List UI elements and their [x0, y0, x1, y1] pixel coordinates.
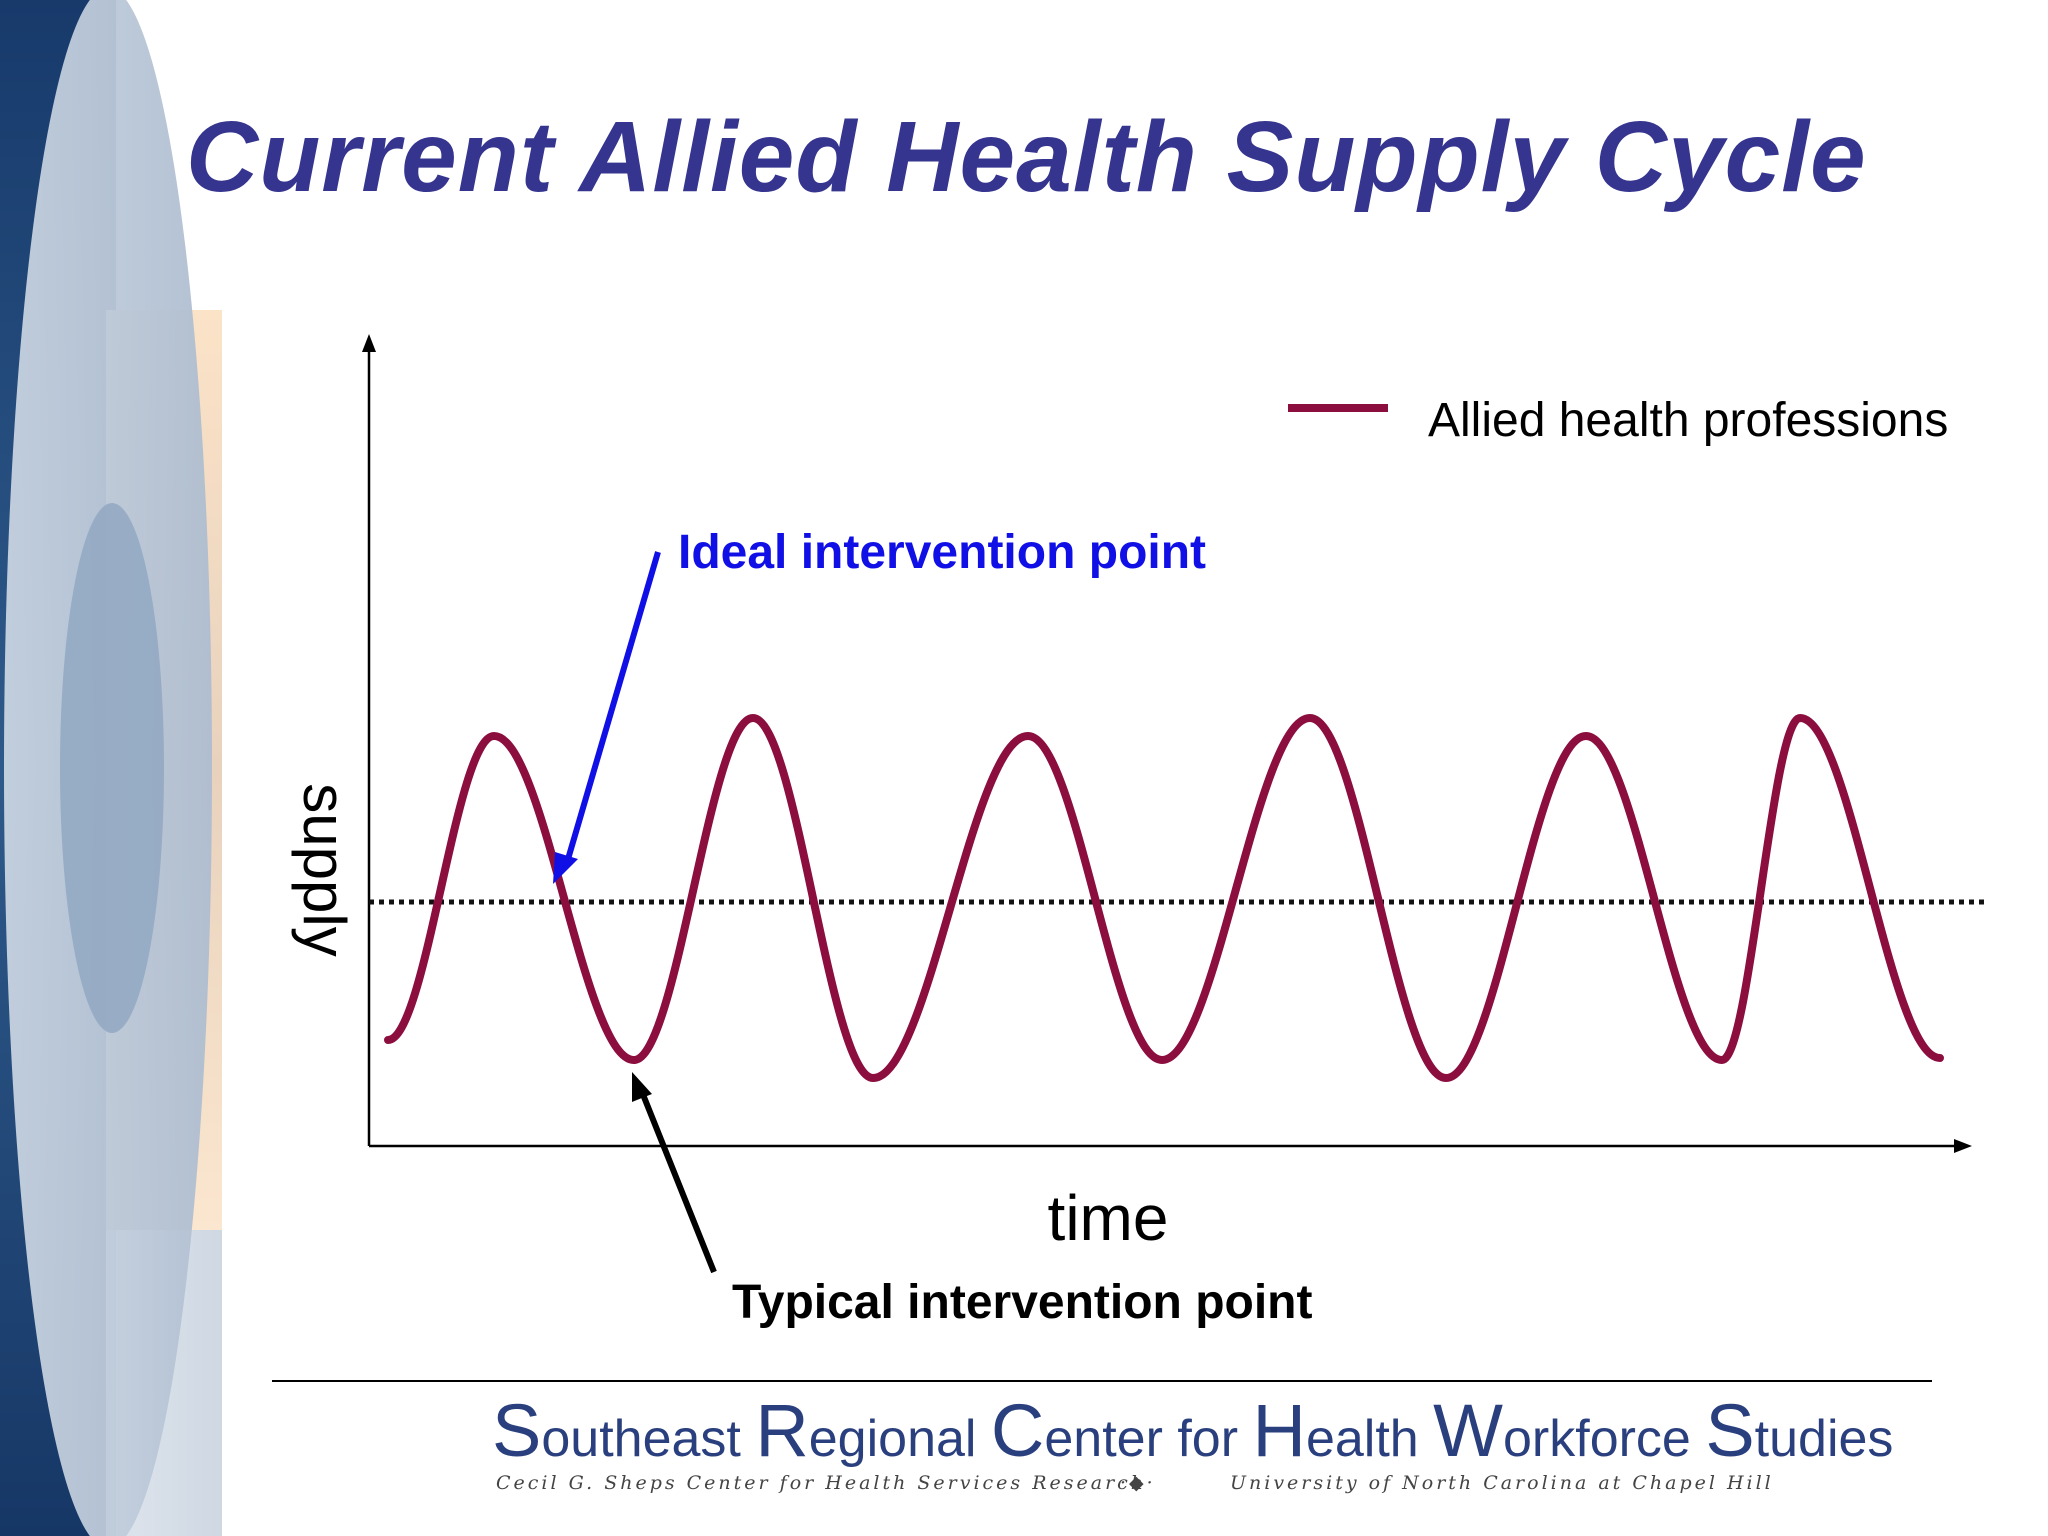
org-word-5: orkforce [1503, 1410, 1706, 1468]
org-initial-1: S [492, 1389, 542, 1472]
footer-separator-glyph: ·◆· [1120, 1472, 1156, 1494]
ideal-intervention-arrow [563, 551, 661, 867]
decorative-left-band [0, 0, 222, 1536]
org-word-2: egional [808, 1410, 991, 1468]
legend-label: Allied health professions [1428, 394, 1948, 447]
footer-organization-name: Southeast Regional Center for Health Wor… [492, 1388, 1893, 1473]
org-initial-5: W [1433, 1389, 1504, 1472]
ideal-intervention-label: Ideal intervention point [678, 526, 1206, 579]
typical-intervention-arrow [639, 1090, 717, 1274]
org-word-3: enter for [1044, 1410, 1253, 1468]
y-axis-arrowhead [362, 334, 376, 352]
y-axis-label: supply [291, 783, 358, 956]
org-word-4: ealth [1305, 1410, 1434, 1468]
footer-divider [272, 1380, 1932, 1382]
org-initial-6: S [1705, 1389, 1755, 1472]
typical-intervention-arrowhead [632, 1072, 652, 1102]
x-axis-arrowhead [1954, 1139, 1972, 1153]
org-word-1: outheast [541, 1410, 756, 1468]
org-word-6: tudies [1754, 1410, 1894, 1468]
footer-unc: University of North Carolina at Chapel H… [1230, 1472, 1774, 1494]
x-axis-label: time [1048, 1182, 1169, 1254]
ideal-intervention-arrowhead [553, 852, 578, 884]
org-initial-4: H [1252, 1389, 1306, 1472]
typical-intervention-label: Typical intervention point [732, 1276, 1312, 1329]
org-initial-2: R [755, 1389, 809, 1472]
legend: Allied health professions [1288, 394, 1948, 447]
org-initial-3: C [990, 1389, 1045, 1472]
slide-title: Current Allied Health Supply Cycle [186, 101, 1867, 213]
footer-sheps-center: Cecil G. Sheps Center for Health Service… [496, 1472, 1147, 1494]
supply-curve-series-line [384, 714, 1944, 1082]
